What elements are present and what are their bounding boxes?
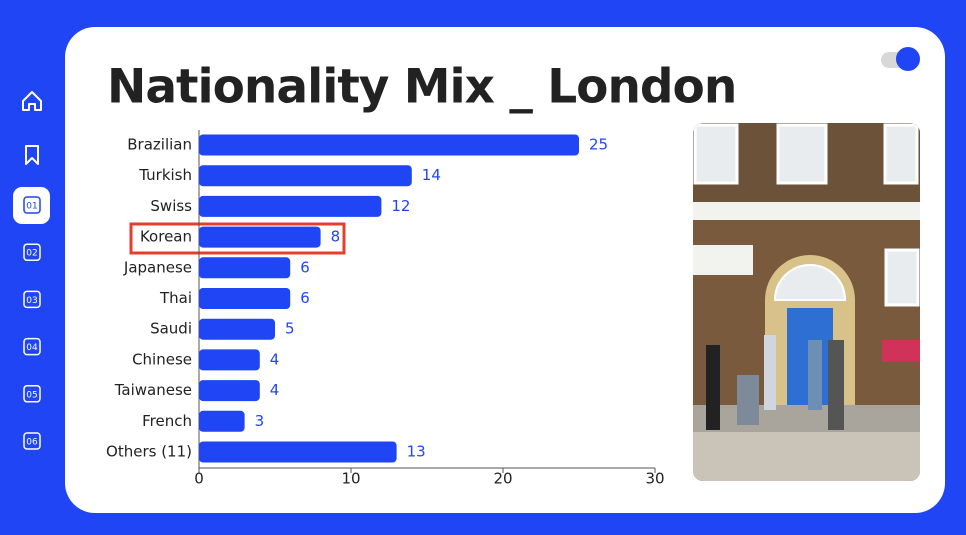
value-label: 3 bbox=[255, 412, 265, 430]
value-label: 14 bbox=[422, 166, 441, 184]
value-label: 6 bbox=[300, 258, 310, 276]
bar bbox=[199, 410, 245, 432]
toggle-knob[interactable] bbox=[896, 47, 920, 71]
value-label: 13 bbox=[407, 443, 426, 461]
x-tick-label: 10 bbox=[341, 470, 360, 488]
y-tick-label: Japanese bbox=[123, 258, 192, 276]
y-tick-label: Chinese bbox=[132, 350, 192, 368]
nav-label[interactable]: 02 bbox=[26, 249, 37, 259]
nav-label[interactable]: 04 bbox=[26, 343, 38, 353]
y-tick-label: Thai bbox=[159, 289, 192, 307]
bar bbox=[199, 318, 275, 340]
bar bbox=[199, 349, 260, 371]
value-label: 25 bbox=[589, 136, 608, 154]
bar bbox=[199, 195, 382, 217]
nav-item[interactable] bbox=[23, 290, 41, 309]
y-tick-label: Swiss bbox=[150, 197, 192, 215]
bar bbox=[199, 226, 321, 248]
bar bbox=[199, 288, 291, 309]
nav-active-bg bbox=[13, 187, 50, 224]
value-label: 4 bbox=[270, 381, 280, 399]
bar bbox=[199, 441, 397, 463]
bookmark-icon[interactable] bbox=[25, 145, 39, 165]
value-label: 5 bbox=[285, 320, 295, 338]
y-tick-label: Others (11) bbox=[106, 443, 192, 461]
nav-item[interactable] bbox=[23, 243, 41, 261]
nav-label[interactable]: 01 bbox=[26, 202, 37, 212]
value-label: 4 bbox=[270, 350, 280, 368]
nav-label[interactable]: 03 bbox=[26, 296, 37, 306]
nav-item[interactable] bbox=[23, 432, 41, 450]
value-label: 12 bbox=[391, 197, 410, 215]
y-tick-label: Korean bbox=[140, 228, 192, 246]
bar bbox=[199, 380, 260, 402]
nav: 01 02 03 04 05 06 bbox=[23, 196, 41, 450]
chart-title: Nationality Mix _ London bbox=[107, 60, 736, 115]
y-tick-label: Taiwanese bbox=[114, 381, 192, 399]
highlight-box bbox=[129, 222, 346, 255]
x-tick-label: 20 bbox=[493, 470, 512, 488]
x-tick-label: 30 bbox=[645, 470, 664, 488]
photo bbox=[693, 123, 920, 481]
home-icon[interactable] bbox=[22, 91, 42, 111]
nav-item[interactable] bbox=[23, 385, 41, 403]
value-label: 6 bbox=[300, 289, 310, 307]
nav-label[interactable]: 06 bbox=[26, 438, 38, 448]
nav-item[interactable] bbox=[23, 196, 41, 214]
value-label: 8 bbox=[331, 228, 341, 246]
y-tick-label: Brazilian bbox=[127, 136, 192, 154]
y-tick-label: Saudi bbox=[150, 320, 192, 338]
nav-label[interactable]: 05 bbox=[26, 390, 37, 400]
nav-item[interactable] bbox=[23, 337, 41, 356]
x-tick-label: 0 bbox=[194, 470, 204, 488]
bar bbox=[199, 257, 291, 279]
bar bbox=[199, 165, 412, 187]
bar bbox=[199, 134, 579, 156]
y-tick-label: Turkish bbox=[138, 166, 192, 184]
y-tick-label: French bbox=[142, 412, 192, 430]
